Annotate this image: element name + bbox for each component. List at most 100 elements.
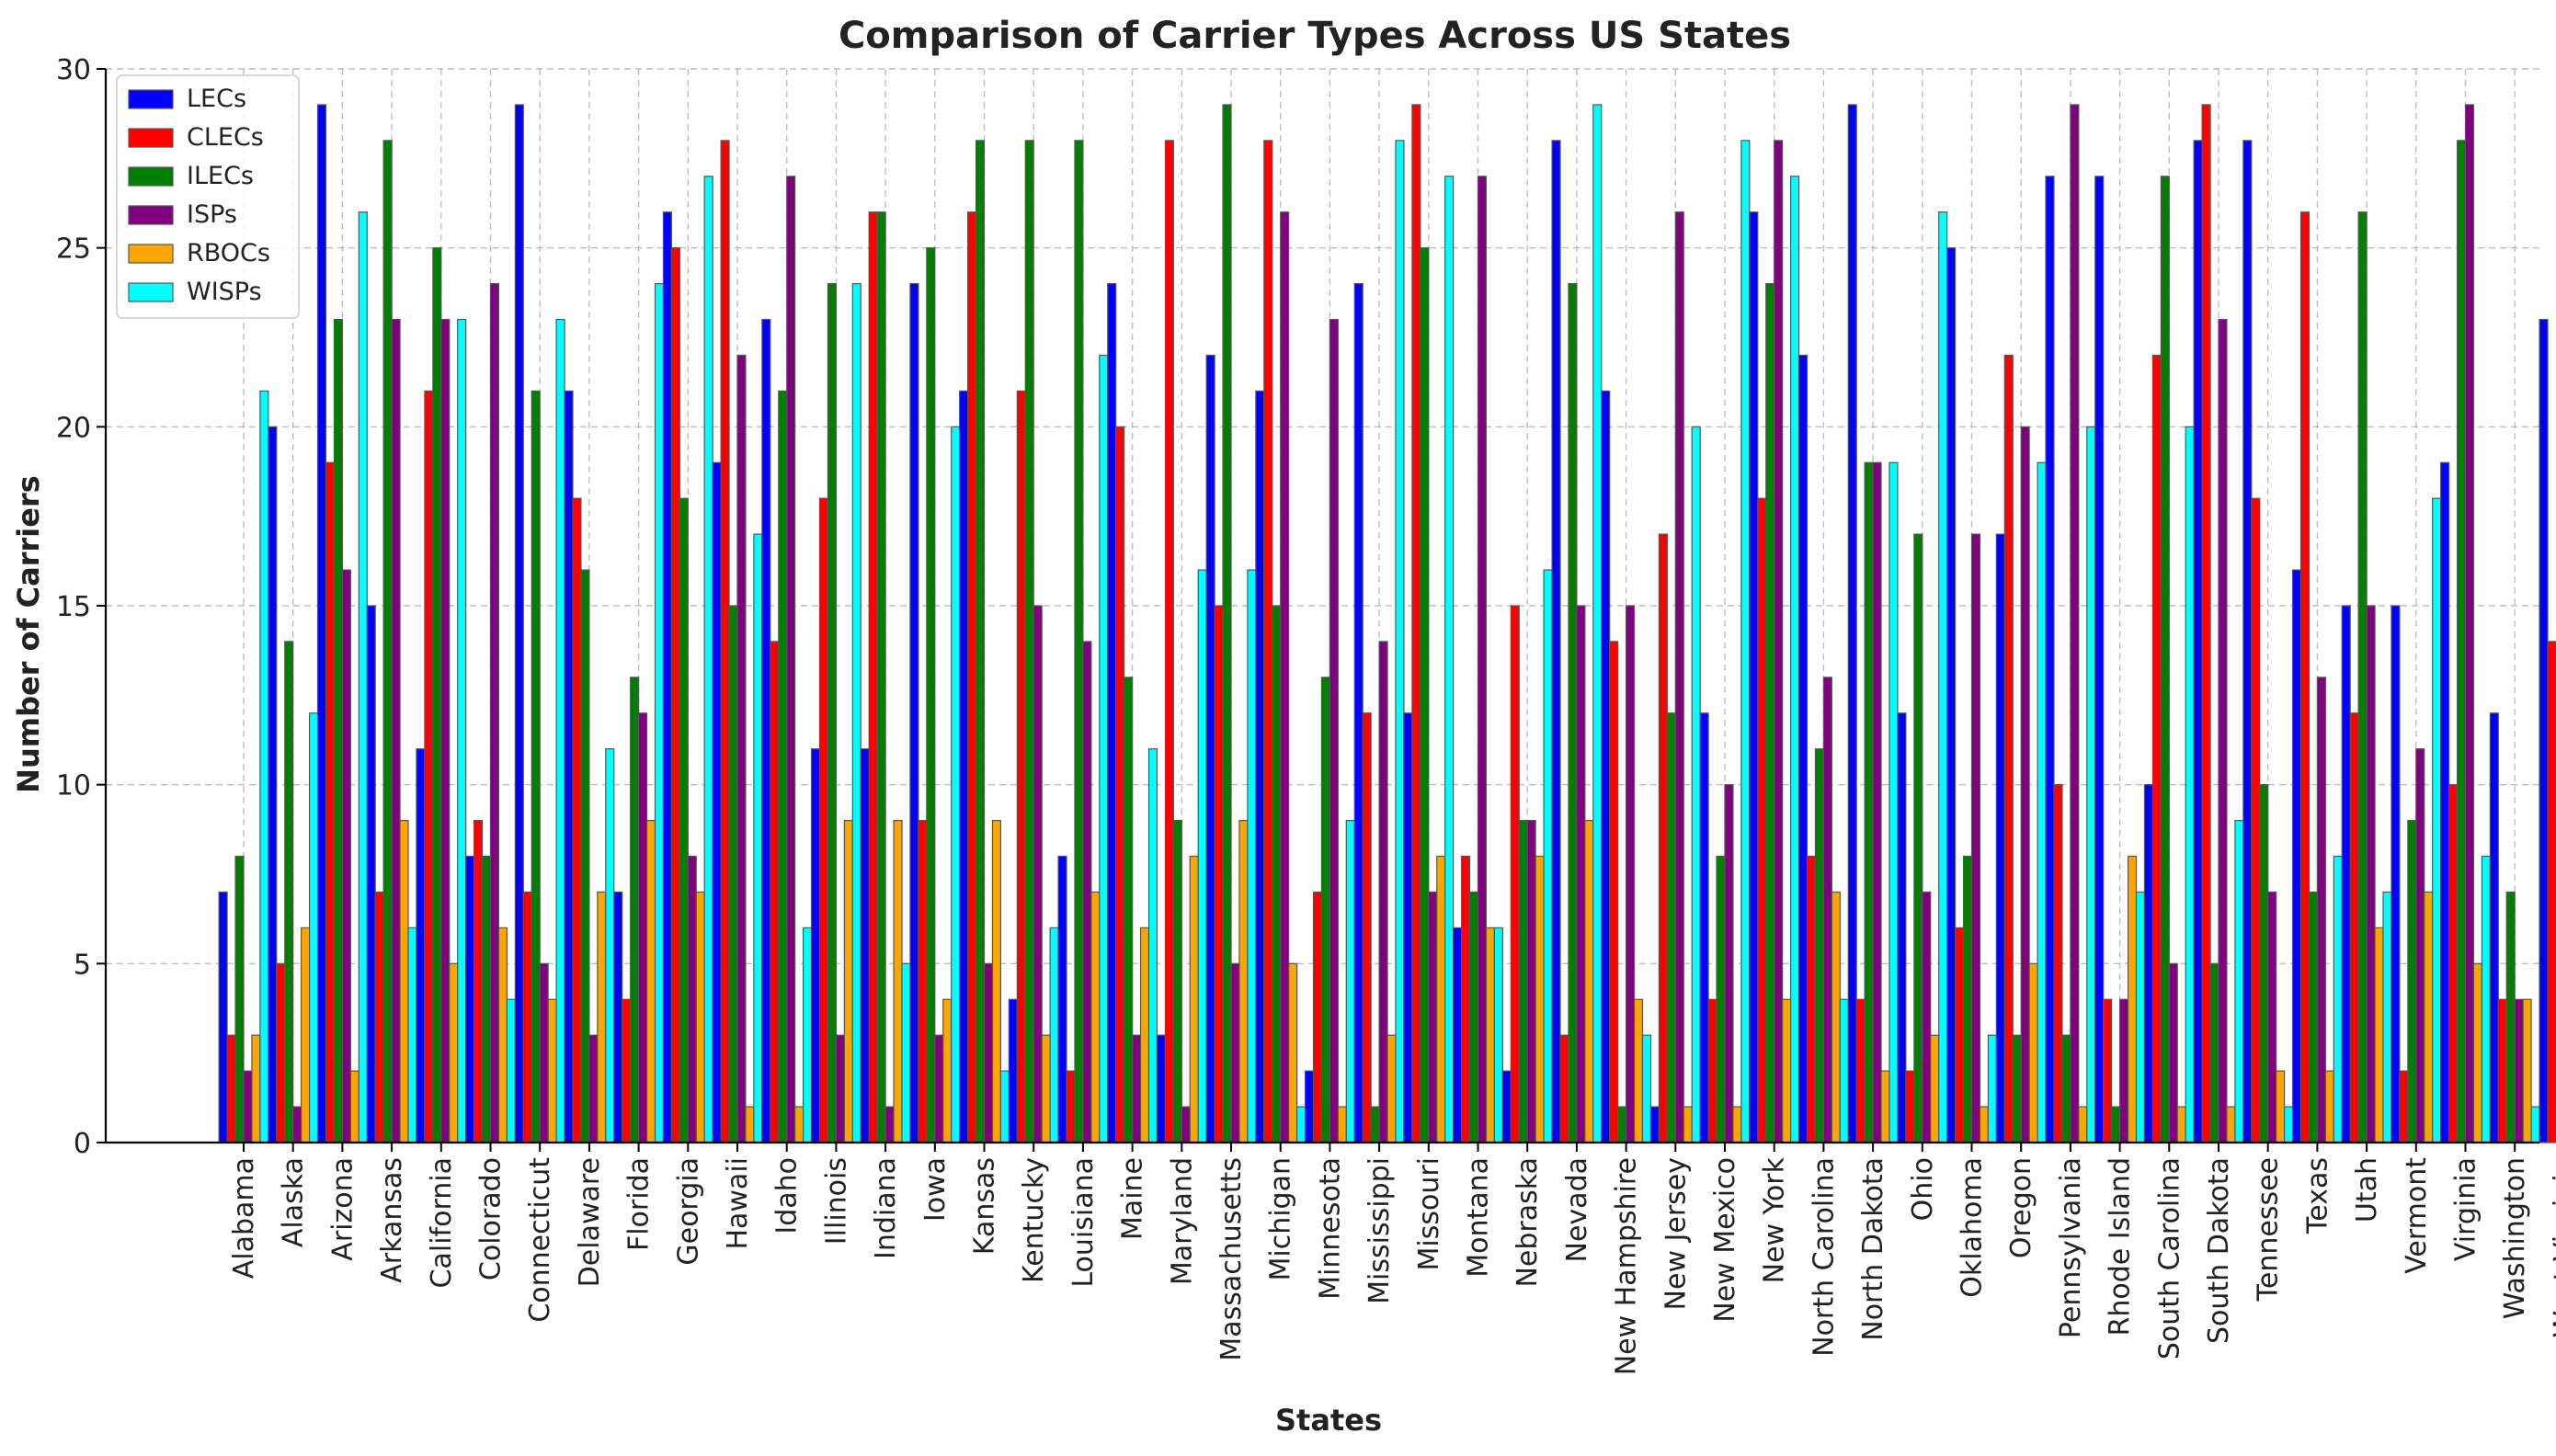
x-tick-label: Arizona [326, 1157, 359, 1261]
x-tick-label: Alaska [278, 1157, 310, 1247]
bar-lecs [466, 857, 474, 1143]
bar-isps [1329, 320, 1338, 1143]
bar-clecs [1758, 498, 1766, 1143]
bar-lecs [1848, 105, 1856, 1143]
bar-ilecs [334, 320, 342, 1143]
bar-rbocs [943, 999, 952, 1143]
bar-rbocs [598, 892, 606, 1143]
bar-ilecs [1667, 713, 1675, 1143]
bar-isps [540, 963, 548, 1143]
x-tick-label: Kentucky [1018, 1157, 1050, 1283]
bar-isps [1379, 642, 1387, 1143]
bar-clecs [1215, 606, 1223, 1143]
bar-rbocs [2375, 927, 2383, 1143]
bar-clecs [2104, 999, 2112, 1143]
bar-isps [1923, 892, 1931, 1143]
x-axis-label: States [1275, 1403, 1382, 1438]
bar-ilecs [433, 248, 441, 1143]
bar-clecs [2400, 1071, 2408, 1143]
bar-clecs [2152, 355, 2161, 1143]
bar-ilecs [1223, 105, 1231, 1143]
bar-isps [491, 284, 499, 1143]
bar-clecs [721, 141, 729, 1143]
bar-isps [1478, 176, 1487, 1143]
bar-lecs [1996, 534, 2004, 1143]
bar-ilecs [1371, 1107, 1379, 1143]
bar-rbocs [2325, 1071, 2333, 1143]
bar-clecs [375, 892, 383, 1143]
bar-lecs [2293, 570, 2301, 1143]
bar-wisps [852, 284, 861, 1143]
bar-clecs [1017, 391, 1025, 1143]
bar-lecs [1108, 284, 1116, 1143]
x-tick-label: Delaware [574, 1157, 606, 1287]
bar-clecs [919, 821, 927, 1143]
legend-label: ISPs [187, 200, 237, 229]
bar-rbocs [1585, 821, 1593, 1143]
legend-swatch [129, 167, 173, 186]
bar-lecs [2539, 320, 2548, 1143]
legend-label: ILECs [187, 162, 254, 190]
bar-clecs [1067, 1071, 1075, 1143]
bar-ilecs [2506, 892, 2515, 1143]
bar-rbocs [2473, 963, 2482, 1143]
x-tick-label: Ohio [1907, 1157, 1939, 1221]
bar-rbocs [2523, 999, 2531, 1143]
x-tick-label: Tennessee [2253, 1157, 2285, 1302]
x-tick-label: Mississippi [1364, 1157, 1396, 1304]
x-tick-label: West Virginia [2549, 1157, 2556, 1337]
bar-wisps [1149, 749, 1158, 1143]
bar-ilecs [2358, 212, 2367, 1143]
bar-lecs [367, 606, 375, 1143]
bar-wisps [556, 320, 565, 1143]
bar-wisps [507, 999, 515, 1143]
bar-rbocs [844, 821, 852, 1143]
bar-isps [2120, 999, 2128, 1143]
bar-lecs [318, 105, 326, 1143]
legend-label: RBOCs [187, 239, 270, 267]
bar-lecs [1700, 713, 1708, 1143]
bar-isps [1527, 821, 1535, 1143]
bar-lecs [762, 320, 770, 1143]
bar-clecs [770, 642, 779, 1143]
bar-wisps [359, 212, 367, 1143]
bar-clecs [968, 212, 976, 1143]
bar-rbocs [1239, 821, 1248, 1143]
bar-lecs [1058, 857, 1067, 1143]
bar-lecs [565, 391, 573, 1143]
bar-wisps [2185, 427, 2194, 1143]
bar-wisps [458, 320, 466, 1143]
bar-ilecs [1569, 284, 1577, 1143]
bar-rbocs [647, 821, 656, 1143]
x-tick-label: South Carolina [2153, 1157, 2185, 1359]
bar-clecs [2548, 642, 2556, 1143]
bar-rbocs [1042, 1035, 1050, 1143]
x-tick-label: Texas [2301, 1157, 2333, 1234]
bar-rbocs [1387, 1035, 1396, 1143]
bar-clecs [2054, 785, 2062, 1143]
x-tick-label: Nebraska [1512, 1157, 1544, 1288]
bar-rbocs [746, 1107, 754, 1143]
bar-ilecs [285, 642, 293, 1143]
bar-lecs [1404, 713, 1412, 1143]
bar-ilecs [235, 857, 244, 1143]
legend-swatch [129, 90, 173, 108]
bar-clecs [2202, 105, 2210, 1143]
bar-isps [2367, 606, 2375, 1143]
x-tick-label: Maine [1117, 1157, 1149, 1240]
bar-lecs [861, 749, 869, 1143]
bar-ilecs [1914, 534, 1923, 1143]
bar-ilecs [2458, 141, 2466, 1143]
bar-wisps [1643, 1035, 1651, 1143]
bar-lecs [1009, 999, 1017, 1143]
bar-wisps [260, 391, 268, 1143]
x-tick-label: Oklahoma [1957, 1157, 1989, 1298]
bar-wisps [310, 713, 318, 1143]
bar-wisps [1100, 355, 1108, 1143]
bar-rbocs [2128, 857, 2137, 1143]
bar-ilecs [2260, 785, 2268, 1143]
x-tick-label: Nevada [1561, 1157, 1593, 1262]
y-tick-label: 5 [74, 949, 91, 981]
bar-lecs [2391, 606, 2400, 1143]
